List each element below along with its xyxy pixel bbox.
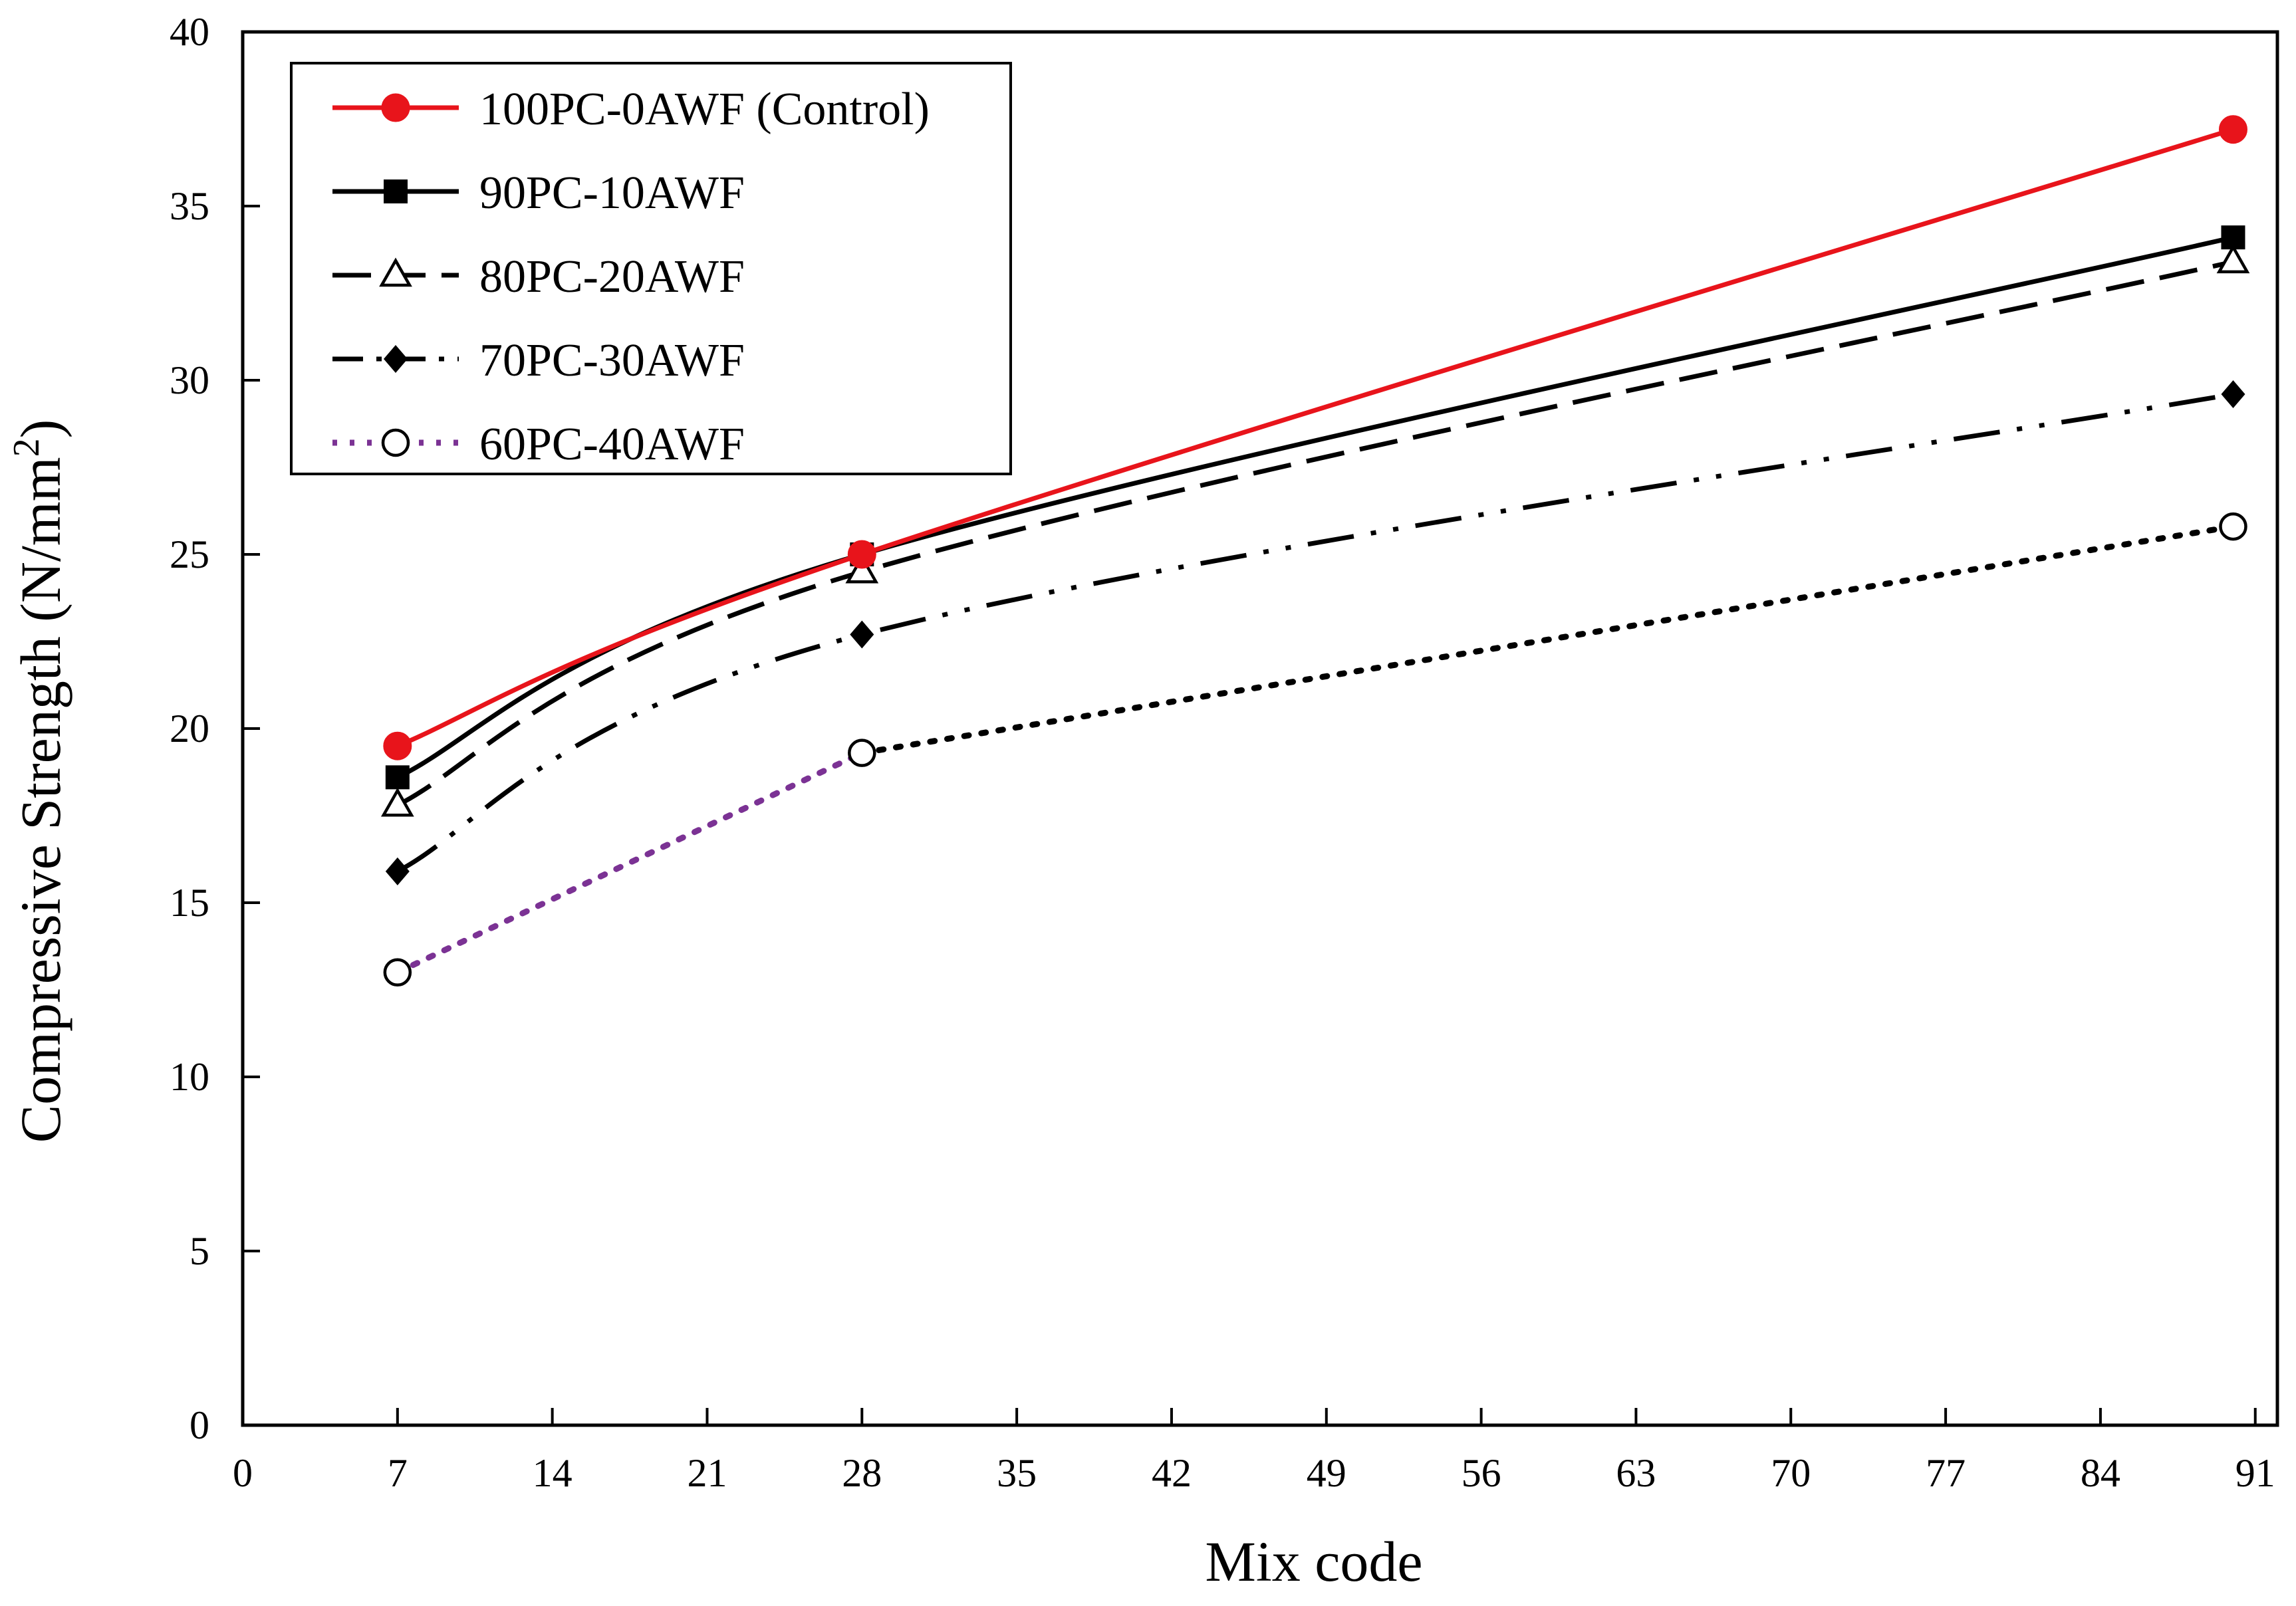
y-tick-label-40: 40 [170,10,209,54]
series-0-point-0 [383,731,412,760]
legend-marker-4 [381,428,410,457]
series-1-point-0 [385,765,410,790]
y-tick-label-20: 20 [170,707,209,750]
series-4-line-late [858,523,2236,756]
legend-label-3: 70PC-30AWF [479,335,745,386]
series-4-point-1-shape [848,739,876,767]
legend-marker-0 [381,93,410,122]
series-4 [383,512,2247,987]
series-0 [383,115,2247,760]
series-4-point-0 [383,958,412,987]
series-3-line [396,392,2234,873]
legend-label-2: 80PC-20AWF [479,251,745,302]
legend-item-3: 70PC-30AWF [332,335,745,386]
series-1-point-2 [2221,225,2245,250]
x-tick-label-35: 35 [997,1451,1037,1495]
x-tick-label-7: 7 [388,1451,408,1495]
y-tick-label-25: 25 [170,532,209,576]
legend-marker-2 [379,257,412,287]
x-tick-label-0: 0 [233,1451,253,1495]
x-tick-label-21: 21 [687,1451,727,1495]
series-3-point-0 [385,857,410,885]
legend-marker-3 [384,345,408,373]
series-4-point-1 [848,739,876,767]
series-4-point-2 [2219,512,2247,541]
y-axis-title: Compressive Strength (N/mm2) [6,419,72,1143]
series-0-point-0-shape [383,731,412,760]
series-2-point-2 [2216,244,2250,274]
x-tick-label-77: 77 [1926,1451,1966,1495]
series-3-point-2-shape [2221,380,2245,408]
series-0-point-1 [847,540,876,569]
legend-box [290,62,1012,475]
y-tick-label-35: 35 [170,184,209,228]
series-2-point-0-shape [380,787,414,817]
x-tick-label-84: 84 [2081,1451,2120,1495]
x-axis-title: Mix code [1205,1530,1422,1593]
series-4-line-early [394,750,865,976]
series-4-point-0-shape [383,958,412,987]
series-0-point-1-shape [847,540,876,569]
y-tick-label-10: 10 [170,1055,209,1099]
series-2-line [396,259,2234,808]
series-0-point-2-shape [2218,115,2247,144]
legend-label-1: 90PC-10AWF [479,168,745,219]
legend: 100PC-0AWF (Control) 90PC-10AWF 80PC-20AWF… [290,62,1012,475]
y-axis-title-superscript: 2 [6,438,47,457]
series-1-line [396,235,2234,780]
series-layer [380,115,2250,987]
x-tick-label-49: 49 [1307,1451,1346,1495]
y-tick-label-0: 0 [190,1403,209,1447]
series-0-line [396,127,2234,748]
series-3-point-2 [2221,380,2245,408]
x-tick-label-14: 14 [533,1451,573,1495]
x-tick-label-63: 63 [1616,1451,1656,1495]
y-axis-title-close: ) [9,419,72,439]
legend-item-2: 80PC-20AWF [332,251,745,302]
legend-marker-1-shape [384,179,408,203]
series-2-point-0 [380,787,414,817]
y-tick-label-30: 30 [170,358,209,402]
series-3 [385,380,2245,885]
legend-item-0: 100PC-0AWF (Control) [332,84,930,135]
legend-label-4: 60PC-40AWF [479,419,745,470]
series-4-point-2-shape [2219,512,2247,541]
legend-label-0: 100PC-0AWF (Control) [479,84,930,135]
axes-layer: 0 7 14 21 28 35 42 49 56 63 70 77 84 91 0 5 10 15 20 25 30 35… [170,10,2279,1495]
y-tick-label-15: 15 [170,881,209,925]
series-0-point-2 [2218,115,2247,144]
series-3-point-1 [850,620,874,649]
y-axis-title-main: Compressive Strength (N/mm [9,457,72,1143]
y-tick-label-5: 5 [190,1229,209,1273]
series-3-point-1-shape [850,620,874,649]
legend-item-1: 90PC-10AWF [332,168,745,219]
legend-marker-0-shape [381,93,410,122]
x-tick-label-70: 70 [1771,1451,1811,1495]
legend-item-4: 60PC-40AWF [332,419,745,470]
series-2 [380,244,2250,817]
series-2-point-1-shape [845,554,879,584]
x-tick-label-91: 91 [2235,1451,2275,1495]
series-3-point-0-shape [385,857,410,885]
series-1-point-0-shape [385,765,410,790]
legend-marker-4-shape [381,428,410,457]
x-tick-label-56: 56 [1462,1451,1501,1495]
legend-marker-1 [384,179,408,203]
series-2-point-2-shape [2216,244,2250,274]
legend-marker-2-shape [379,257,412,287]
series-1-point-2-shape [2221,225,2245,250]
x-tick-label-42: 42 [1152,1451,1192,1495]
series-2-point-1 [845,554,879,584]
legend-marker-3-shape [384,345,408,373]
x-tick-label-28: 28 [842,1451,882,1495]
